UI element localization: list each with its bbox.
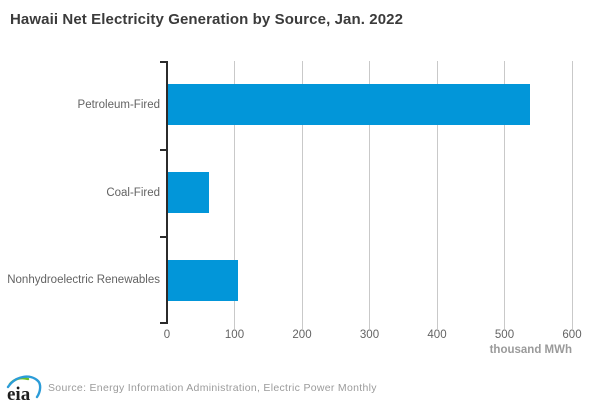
gridline-600 <box>571 61 573 329</box>
footer: eia Source: Energy Information Administr… <box>4 371 377 405</box>
y-axis-tick <box>160 236 167 238</box>
x-tick-label-300: 300 <box>359 329 380 341</box>
bar-petroleum-fired <box>168 84 531 126</box>
chart-title: Hawaii Net Electricity Generation by Sou… <box>10 11 404 28</box>
svg-text:eia: eia <box>7 384 31 405</box>
gridline-500 <box>504 61 505 329</box>
y-axis-tick <box>160 322 167 324</box>
gridline-400 <box>436 61 438 329</box>
x-tick-label-200: 200 <box>292 329 312 341</box>
category-label-coal-fired: Coal-Fired <box>106 186 160 199</box>
x-tick-label-0: 0 <box>163 329 171 341</box>
x-axis-unit-label: thousand MWh <box>489 344 572 356</box>
gridline-100 <box>234 61 235 329</box>
eia-logo-icon: eia <box>6 375 42 405</box>
x-tick-label-600: 600 <box>562 329 582 341</box>
category-label-nonhydroelectric-renewables: Nonhydroelectric Renewables <box>7 274 160 287</box>
x-tick-label-100: 100 <box>224 329 245 341</box>
bar-coal-fired <box>168 172 209 213</box>
y-axis-line <box>166 61 168 324</box>
y-axis-tick <box>160 149 167 151</box>
x-tick-label-500: 500 <box>494 329 515 341</box>
plot-area <box>160 61 573 329</box>
y-axis-tick <box>160 61 167 63</box>
source-attribution: Source: Energy Information Administratio… <box>48 382 377 394</box>
bar-nonhydroelectric-renewables <box>168 259 238 301</box>
category-label-petroleum-fired: Petroleum-Fired <box>77 98 160 111</box>
x-tick-label-400: 400 <box>427 329 447 341</box>
gridline-300 <box>369 61 370 329</box>
gridline-200 <box>301 61 303 329</box>
